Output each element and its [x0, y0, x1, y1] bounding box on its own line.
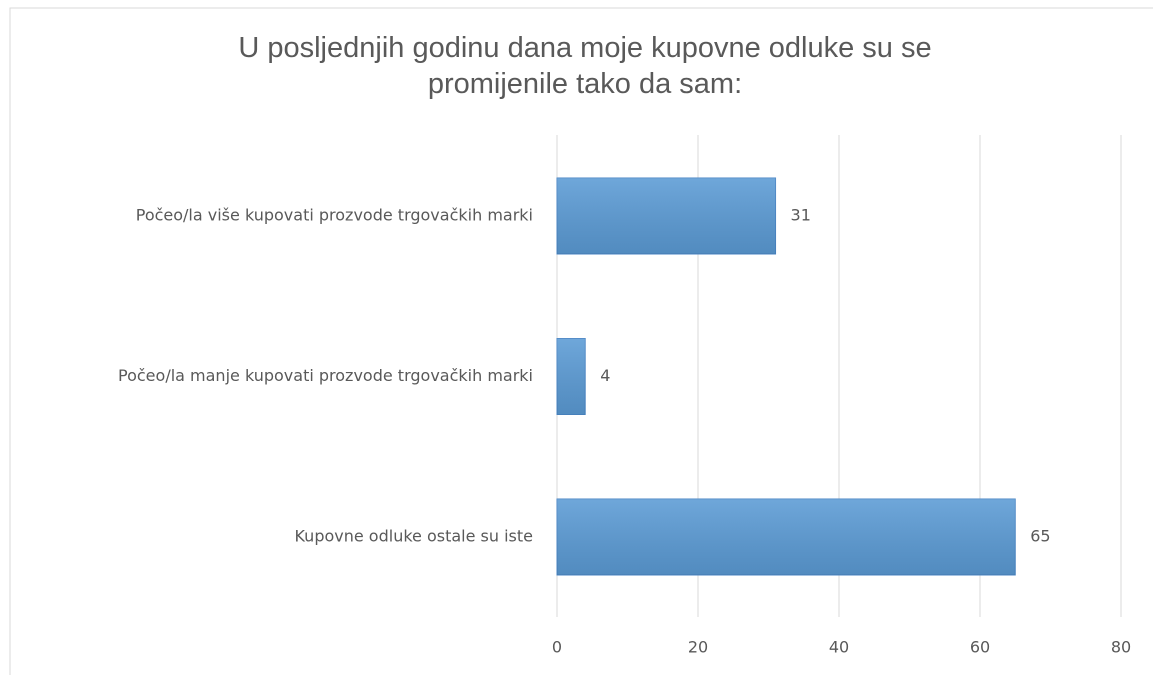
y-tick-label: Počeo/la više kupovati prozvode trgovačk… — [136, 206, 533, 225]
x-tick-label: 0 — [552, 638, 562, 657]
data-label: 65 — [1030, 527, 1050, 546]
bar-shade — [557, 338, 586, 415]
chart-border — [9, 7, 1153, 675]
chart-title: U posljednjih godinu dana moje kupovne o… — [238, 32, 932, 100]
y-tick-label: Kupovne odluke ostale su iste — [294, 527, 533, 546]
bar-shade — [557, 499, 1016, 575]
x-tick-label: 80 — [1111, 638, 1131, 657]
x-tick-label: 40 — [829, 638, 849, 657]
x-tick-label: 20 — [688, 638, 708, 657]
data-label: 31 — [791, 206, 811, 225]
data-label: 4 — [600, 366, 610, 385]
bar-shade — [557, 178, 776, 254]
y-tick-label: Počeo/la manje kupovati prozvode trgovač… — [118, 366, 533, 385]
x-tick-label: 60 — [970, 638, 990, 657]
